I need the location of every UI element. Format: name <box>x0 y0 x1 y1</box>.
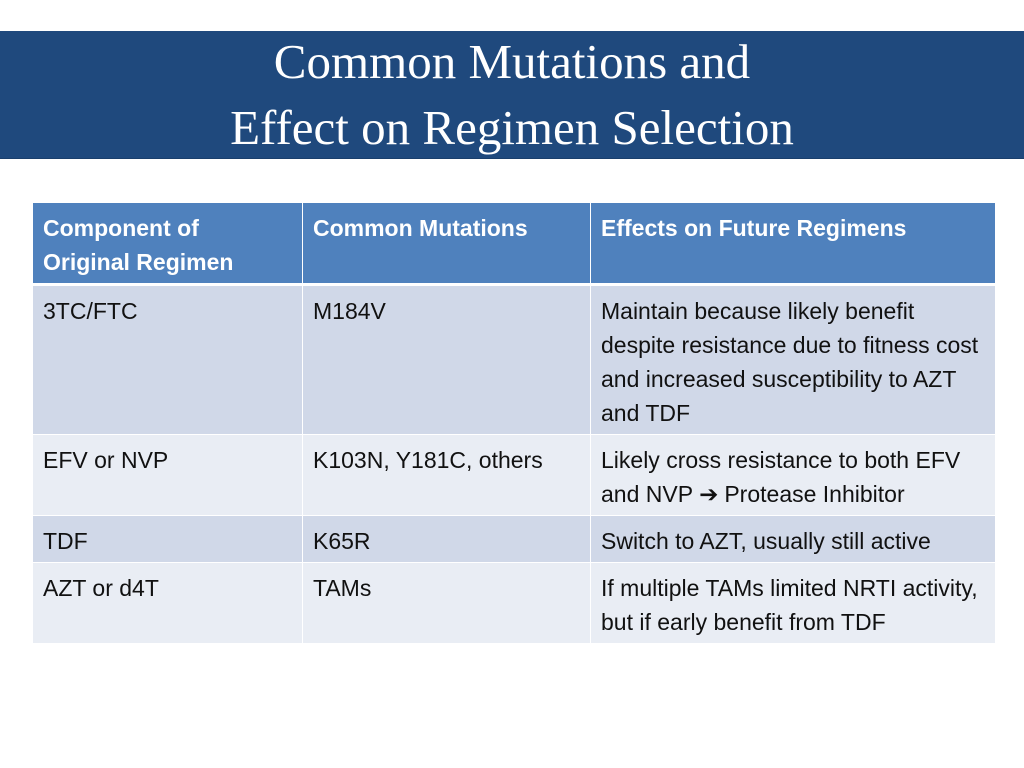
effects-text-after-arrow: Protease Inhibitor <box>724 481 905 507</box>
cell-effects: Maintain because likely benefit despite … <box>590 284 996 435</box>
cell-mutations: K103N, Y181C, others <box>302 434 591 516</box>
effects-text-before-arrow: Likely cross resistance to both EFV and … <box>601 447 961 507</box>
slide-title-line-2: Effect on Regimen Selection <box>230 99 794 155</box>
header-mutations: Common Mutations <box>302 202 591 286</box>
slide-title-line-1: Common Mutations and <box>273 33 751 89</box>
cell-mutations: TAMs <box>302 562 591 644</box>
cell-component: EFV or NVP <box>32 434 303 516</box>
cell-effects: Likely cross resistance to both EFV and … <box>590 434 996 516</box>
cell-mutations: K65R <box>302 515 591 563</box>
cell-component: TDF <box>32 515 303 563</box>
table-row: EFV or NVP K103N, Y181C, others Likely c… <box>32 434 996 516</box>
right-arrow-icon: ➔ <box>699 481 719 507</box>
cell-effects: If multiple TAMs limited NRTI activity, … <box>590 562 996 644</box>
mutations-table: Component of Original Regimen Common Mut… <box>32 202 996 644</box>
table-row: 3TC/FTC M184V Maintain because likely be… <box>32 284 996 435</box>
table-header-row: Component of Original Regimen Common Mut… <box>32 202 996 286</box>
table-row: TDF K65R Switch to AZT, usually still ac… <box>32 515 996 563</box>
cell-mutations: M184V <box>302 284 591 435</box>
cell-component: AZT or d4T <box>32 562 303 644</box>
cell-effects: Switch to AZT, usually still active <box>590 515 996 563</box>
title-banner: Common Mutations and Effect on Regimen S… <box>0 31 1024 159</box>
header-effects: Effects on Future Regimens <box>590 202 996 286</box>
cell-component: 3TC/FTC <box>32 284 303 435</box>
header-component: Component of Original Regimen <box>32 202 303 286</box>
table-row: AZT or d4T TAMs If multiple TAMs limited… <box>32 562 996 644</box>
